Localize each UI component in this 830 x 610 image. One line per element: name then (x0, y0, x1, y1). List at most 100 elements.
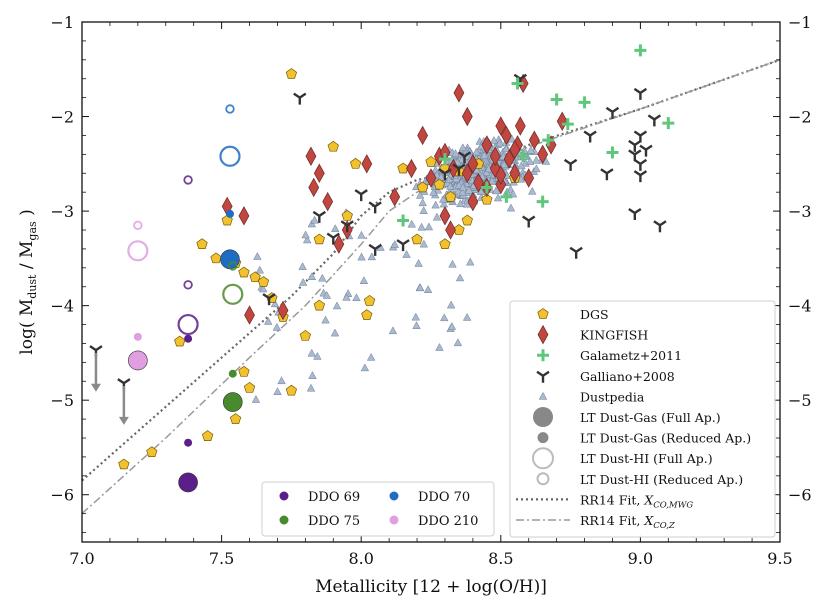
galliano-point (628, 139, 642, 152)
galliano-point (354, 189, 368, 202)
dustpedia-point (493, 193, 503, 202)
dgs-point (118, 458, 130, 470)
y-tick-label-right: −6 (788, 486, 812, 505)
kingfish-point (481, 135, 493, 155)
dustpedia-point (423, 285, 433, 293)
dgs-point (146, 446, 158, 457)
y-tick-label-right: −5 (788, 391, 812, 410)
y-tick-label-right: −3 (788, 202, 812, 221)
galametz-point (438, 153, 451, 166)
galametz-point (397, 214, 410, 227)
y-tick-label: −1 (50, 13, 74, 32)
y-tick-label: −3 (50, 202, 74, 221)
kingfish-point (333, 234, 345, 254)
kingfish-point (277, 300, 289, 321)
dustpedia-point (431, 200, 440, 209)
kingfish-point (514, 116, 526, 136)
dgs-point (229, 413, 242, 424)
legend-marker (536, 370, 550, 383)
dgs-point (285, 384, 298, 396)
kingfish-point (461, 163, 473, 183)
galametz-point (536, 195, 549, 208)
dustpedia-point (448, 259, 457, 268)
galliano-point (452, 163, 466, 176)
legend-label: KINGFISH (580, 328, 648, 343)
dustpedia-point (390, 240, 400, 248)
galametz-point (517, 150, 530, 163)
galametz-point (634, 44, 647, 57)
y-axis-label: log( Mdust / Mgas ) (17, 209, 39, 354)
galametz-point (500, 190, 513, 203)
legend-marker (537, 308, 549, 319)
lt-ddo69-small-open (183, 280, 193, 290)
dustpedia-point (525, 157, 535, 165)
dgs-point (285, 68, 298, 79)
dustpedia-point (419, 239, 429, 248)
dgs-point (313, 299, 326, 311)
galliano-point (522, 215, 536, 228)
legend-galaxy-label: DDO 210 (418, 514, 478, 529)
galliano-point (605, 106, 620, 119)
kingfish-point (308, 177, 320, 198)
dustpedia-point (453, 338, 463, 347)
legend-marker (538, 391, 548, 400)
x-tick-label: 7.0 (69, 549, 94, 568)
galliano-point (600, 168, 614, 181)
dustpedia-point (307, 219, 317, 228)
galliano-point (628, 207, 642, 220)
legend-label: RR14 Fit, XCO,Z (580, 513, 676, 531)
legend-label: LT Dust-HI (Reduced Ap.) (580, 472, 743, 487)
dustpedia-point (418, 198, 427, 207)
y-tick-label: −5 (50, 391, 74, 410)
legend-galaxy-marker (279, 515, 289, 525)
legend-marker (536, 472, 550, 486)
galliano-point (293, 92, 307, 105)
kingfish-point (313, 163, 325, 183)
dustpedia-point (253, 252, 262, 260)
dustpedia-point (298, 262, 307, 270)
dustpedia-point (464, 185, 474, 194)
galliano-point (312, 210, 326, 223)
legend-galaxy-label: DDO 70 (418, 490, 470, 505)
dustpedia-point (308, 371, 317, 379)
dustpedia-point (532, 155, 541, 164)
dustpedia-point (429, 187, 438, 196)
legend-label: Galametz+2011 (580, 348, 682, 363)
dustpedia-point (270, 299, 280, 308)
lt-ddo210-small-open (133, 220, 143, 230)
dustpedia-point (331, 224, 340, 232)
kingfish-point (361, 154, 373, 174)
dgs-point (174, 335, 186, 347)
galliano-point (639, 144, 653, 157)
dustpedia-point (302, 235, 312, 244)
kingfish-point (503, 149, 515, 169)
lt-ddo75-big-open (222, 283, 244, 305)
legend-label: LT Dust-HI (Full Ap.) (580, 451, 713, 466)
galliano-point (457, 151, 472, 164)
galliano-point (438, 168, 452, 181)
galliano-point (647, 114, 662, 127)
kingfish-point (305, 146, 317, 166)
dgs-point (249, 271, 261, 283)
lt-ddo69-small-open (183, 175, 193, 185)
plot-frame (81, 21, 781, 543)
kingfish-point (537, 144, 549, 165)
dustpedia-point (322, 290, 332, 299)
dgs-point (433, 178, 446, 190)
kingfish-point (447, 158, 459, 179)
lt-ddo69-big-open (177, 313, 199, 336)
dustpedia-point (263, 316, 273, 325)
dgs-point (439, 238, 451, 249)
lt-ddo70-small-open (225, 104, 235, 114)
dustpedia-point (352, 293, 361, 302)
legend-galaxies-box (261, 481, 495, 537)
dustpedia-point (330, 328, 340, 337)
dustpedia-point (342, 292, 351, 301)
dustpedia-point (528, 186, 537, 195)
dustpedia-point (487, 176, 497, 185)
dustpedia-point (499, 160, 509, 169)
dustpedia-point (255, 265, 265, 274)
dustpedia-point (307, 348, 316, 357)
dgs-point (327, 140, 339, 152)
